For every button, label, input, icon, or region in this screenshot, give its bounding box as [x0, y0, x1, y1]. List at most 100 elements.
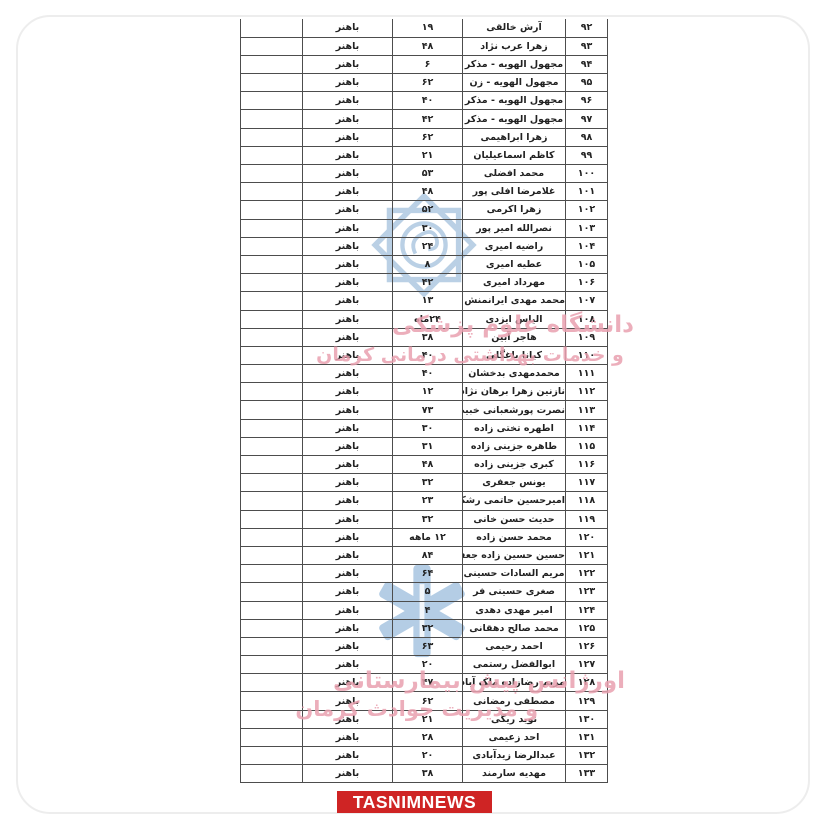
empty-cell	[240, 727, 303, 748]
table-row: ۱۳۰ نوید ریگی ۲۱ باهنر	[240, 709, 608, 729]
empty-cell	[240, 600, 303, 620]
victim-name-cell: کاظم اسماعیلیان	[462, 145, 566, 166]
page-frame	[16, 15, 810, 814]
row-number-cell: ۹۳	[565, 36, 608, 56]
hospital-cell: باهنر	[302, 436, 393, 457]
row-number-cell: ۹۲	[565, 19, 608, 38]
hospital-cell: باهنر	[302, 582, 393, 602]
row-number-cell: ۱۰۴	[565, 236, 608, 256]
row-number-cell: ۱۲۳	[565, 582, 608, 602]
age-cell: ۳۰	[392, 418, 463, 438]
row-number-cell: ۱۱۷	[565, 473, 608, 493]
victim-name-cell: هاجر آبین	[462, 327, 566, 347]
table-row: ۱۰۰ محمد افضلی ۵۳ باهنر	[240, 163, 608, 184]
hospital-cell: باهنر	[302, 727, 393, 748]
row-number-cell: ۱۰۲	[565, 200, 608, 220]
table-row: ۱۰۱ غلامرضا افلی پور ۴۸ باهنر	[240, 182, 608, 202]
age-cell: ۲۴	[392, 236, 463, 256]
hospital-cell: باهنر	[302, 600, 393, 620]
age-cell: ۴۸	[392, 182, 463, 202]
empty-cell	[240, 163, 303, 184]
row-number-cell: ۱۰۸	[565, 309, 608, 329]
row-number-cell: ۱۲۹	[565, 691, 608, 711]
table-row: ۹۶ مجهول الهویه - مذکر ۴۰ باهنر	[240, 91, 608, 111]
age-cell: ۲۱	[392, 709, 463, 729]
row-number-cell: ۱۱۰	[565, 345, 608, 366]
empty-cell	[240, 618, 303, 638]
victim-name-cell: مجهول الهویه - مذکر	[462, 54, 566, 75]
victim-name-cell: حدیث حسن خانی	[462, 509, 566, 529]
table-row: ۱۲۳ صغری حسینی فر ۵ باهنر	[240, 582, 608, 602]
age-cell: ۲۸	[392, 727, 463, 748]
empty-cell	[240, 582, 303, 602]
victim-name-cell: امیرحسین حاتمی رشک علیا	[462, 491, 566, 511]
row-number-cell: ۱۲۲	[565, 564, 608, 584]
table-row: ۱۳۲ عبدالرضا زیدآبادی ۲۰ باهنر	[240, 745, 608, 766]
empty-cell	[240, 73, 303, 93]
empty-cell	[240, 382, 303, 402]
victim-name-cell: احد زعیمی	[462, 727, 566, 748]
age-cell: ۳۱	[392, 436, 463, 457]
table-row: ۱۱۴ اطهره تختی زاده ۳۰ باهنر	[240, 418, 608, 438]
table-row: ۱۱۹ حدیث حسن خانی ۳۲ باهنر	[240, 509, 608, 529]
victim-name-cell: مجهول الهویه - زن	[462, 73, 566, 93]
victim-name-cell: کیانا باغگلی	[462, 345, 566, 366]
tasnimnews-badge: TASNIMNEWS	[337, 791, 492, 813]
empty-cell	[240, 673, 303, 693]
victim-name-cell: راضیه امیری	[462, 236, 566, 256]
hospital-cell: باهنر	[302, 73, 393, 93]
victim-name-cell: زهرا ابراهیمی	[462, 127, 566, 147]
hospital-cell: باهنر	[302, 364, 393, 384]
row-number-cell: ۱۳۲	[565, 745, 608, 766]
table-row: ۹۸ زهرا ابراهیمی ۶۲ باهنر	[240, 127, 608, 147]
empty-cell	[240, 145, 303, 166]
empty-cell	[240, 291, 303, 311]
row-number-cell: ۱۱۴	[565, 418, 608, 438]
hospital-cell: باهنر	[302, 655, 393, 675]
victim-name-cell: صغری حسینی فر	[462, 582, 566, 602]
table-row: ۱۲۴ امیر مهدی دهدی ۴ باهنر	[240, 600, 608, 620]
table-row: ۱۱۶ کبری جزینی زاده ۴۸ باهنر	[240, 454, 608, 475]
table-row: ۹۴ مجهول الهویه - مذکر ۶ باهنر	[240, 54, 608, 75]
table-row: ۹۳ زهرا عرب نژاد ۴۸ باهنر	[240, 36, 608, 56]
empty-cell	[240, 745, 303, 766]
age-cell: ۳۲	[392, 509, 463, 529]
empty-cell	[240, 254, 303, 275]
table-row: ۱۰۴ راضیه امیری ۲۴ باهنر	[240, 236, 608, 256]
table-row: ۱۲۰ محمد حسن زاده ۱۲ ماهه باهنر	[240, 527, 608, 547]
hospital-cell: باهنر	[302, 345, 393, 366]
hospital-cell: باهنر	[302, 636, 393, 657]
table-row: ۹۲ آرش خالقی ۱۹ باهنر	[240, 19, 608, 38]
victim-name-cell: محمد مهدی ایرانمنش اختیارآبادی	[462, 291, 566, 311]
empty-cell	[240, 200, 303, 220]
victim-name-cell: الیاس ایزدی	[462, 309, 566, 329]
table-row: ۱۰۵ عطیه امیری ۸ باهنر	[240, 254, 608, 275]
empty-cell	[240, 709, 303, 729]
empty-cell	[240, 19, 303, 38]
hospital-cell: باهنر	[302, 691, 393, 711]
empty-cell	[240, 418, 303, 438]
hospital-cell: باهنر	[302, 418, 393, 438]
hospital-cell: باهنر	[302, 291, 393, 311]
empty-cell	[240, 345, 303, 366]
victim-name-cell: طاهره جزینی زاده	[462, 436, 566, 457]
age-cell: ۴۲	[392, 109, 463, 129]
age-cell: ۲۱	[392, 145, 463, 166]
table-row: ۱۱۵ طاهره جزینی زاده ۳۱ باهنر	[240, 436, 608, 457]
row-number-cell: ۱۲۵	[565, 618, 608, 638]
age-cell: ۴۸	[392, 454, 463, 475]
victim-name-cell: محمد حسن زاده	[462, 527, 566, 547]
hospital-cell: باهنر	[302, 145, 393, 166]
empty-cell	[240, 127, 303, 147]
row-number-cell: ۱۱۲	[565, 382, 608, 402]
table-row: ۱۰۷ محمد مهدی ایرانمنش اختیارآبادی ۱۳ با…	[240, 291, 608, 311]
age-cell: ۸	[392, 254, 463, 275]
age-cell: ۵۳	[392, 163, 463, 184]
hospital-cell: باهنر	[302, 36, 393, 56]
victim-name-cell: زهرا اکرمی	[462, 200, 566, 220]
victim-name-cell: نصرت پورشعبانی خبیصی	[462, 400, 566, 420]
empty-cell	[240, 236, 303, 256]
hospital-cell: باهنر	[302, 218, 393, 238]
age-cell: ۳۲	[392, 618, 463, 638]
age-cell: ۴۲	[392, 273, 463, 293]
